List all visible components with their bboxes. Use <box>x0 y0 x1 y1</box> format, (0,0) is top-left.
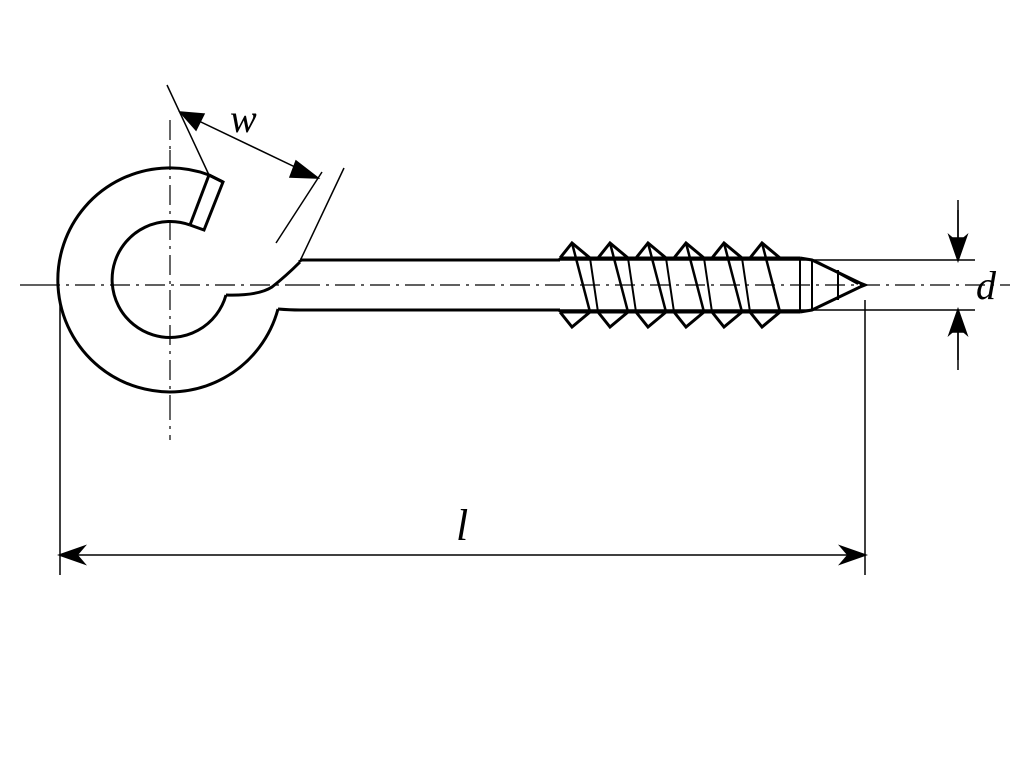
technical-drawing <box>0 0 1024 768</box>
label-l: l <box>456 500 468 551</box>
label-d: d <box>976 262 996 309</box>
label-w: w <box>230 95 257 142</box>
